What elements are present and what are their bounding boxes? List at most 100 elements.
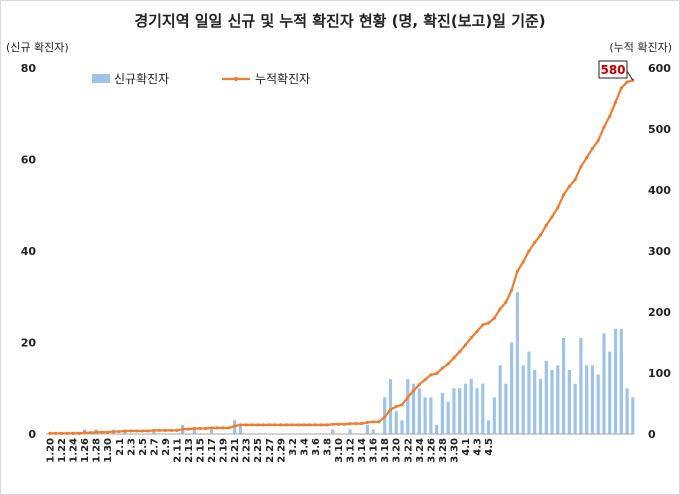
bar-new-cases	[481, 383, 485, 434]
bar-new-cases	[238, 424, 243, 434]
point-cumulative	[342, 422, 346, 426]
x-tick-label: 3.2	[288, 438, 299, 456]
point-cumulative	[273, 423, 277, 427]
point-cumulative	[186, 427, 191, 431]
point-cumulative	[336, 422, 341, 426]
point-cumulative	[458, 350, 462, 354]
bar-new-cases	[400, 420, 404, 434]
bar-new-cases	[406, 379, 410, 434]
point-cumulative	[308, 423, 312, 427]
bar-new-cases	[504, 383, 508, 434]
bar-new-cases	[423, 397, 427, 434]
bar-new-cases	[498, 365, 502, 435]
point-cumulative	[538, 233, 543, 237]
point-cumulative	[267, 423, 271, 427]
point-cumulative	[54, 431, 58, 435]
point-cumulative	[596, 138, 600, 143]
x-tick-label: 3.16	[369, 438, 380, 463]
point-cumulative	[285, 423, 289, 427]
point-cumulative	[48, 431, 52, 435]
point-cumulative	[59, 431, 64, 435]
bar-new-cases	[567, 369, 571, 434]
point-cumulative	[348, 422, 352, 426]
bar-new-cases	[556, 365, 560, 435]
point-cumulative	[77, 431, 81, 435]
bar-new-cases	[625, 388, 629, 434]
point-cumulative	[250, 423, 254, 427]
point-cumulative	[325, 423, 329, 427]
point-cumulative	[111, 429, 116, 434]
point-cumulative	[608, 114, 612, 118]
point-cumulative	[302, 423, 306, 427]
point-cumulative	[469, 336, 473, 340]
point-cumulative	[279, 423, 283, 427]
legend-bar-swatch	[92, 74, 110, 83]
x-tick-label: 3.6	[311, 438, 322, 456]
left-tick-label: 20	[21, 337, 37, 350]
point-cumulative	[163, 428, 168, 432]
point-cumulative	[256, 423, 260, 427]
point-cumulative	[417, 382, 421, 387]
point-cumulative	[388, 408, 393, 412]
bar-new-cases	[463, 383, 468, 434]
x-tick-label: 2.13	[184, 438, 195, 463]
left-tick-label: 0	[28, 428, 36, 441]
x-tick-label: 3.30	[449, 438, 460, 463]
point-cumulative	[619, 86, 623, 90]
point-cumulative	[481, 323, 485, 327]
point-cumulative	[394, 404, 398, 409]
point-cumulative	[233, 424, 237, 428]
point-cumulative	[100, 430, 104, 434]
left-tick-label: 80	[21, 62, 37, 75]
x-tick-label: 1.24	[69, 438, 80, 463]
point-cumulative	[423, 378, 427, 382]
point-cumulative	[527, 249, 531, 253]
point-cumulative	[550, 215, 554, 219]
bar-new-cases	[192, 429, 196, 434]
x-tick-label: 3.4	[299, 438, 310, 456]
x-tick-label: 3.24	[415, 438, 426, 463]
point-cumulative	[152, 428, 156, 432]
point-cumulative	[486, 321, 491, 325]
x-tick-label: 4.5	[484, 438, 495, 456]
point-cumulative	[198, 426, 202, 431]
right-tick-label: 100	[648, 367, 671, 380]
point-cumulative	[602, 125, 606, 129]
point-cumulative	[209, 426, 214, 430]
left-axis-label: (신규 확진자)	[6, 41, 69, 54]
bar-new-cases	[388, 379, 393, 434]
point-cumulative	[365, 420, 369, 425]
point-cumulative	[440, 366, 444, 370]
annotation-last-value: 580	[600, 63, 625, 77]
legend-line-label: 누적확진자	[255, 72, 310, 86]
bar-new-cases	[596, 374, 600, 434]
bar-new-cases	[394, 411, 398, 435]
annotation-leader	[626, 70, 634, 81]
right-tick-label: 600	[648, 62, 671, 75]
x-tick-label: 2.9	[161, 438, 172, 456]
bar-new-cases	[348, 429, 352, 434]
bar-new-cases	[573, 383, 577, 434]
annotation-box	[598, 60, 628, 79]
bar-new-cases	[544, 360, 548, 434]
point-cumulative	[613, 100, 618, 104]
point-cumulative	[383, 415, 387, 419]
point-cumulative	[261, 423, 266, 427]
bar-new-cases	[590, 365, 595, 435]
bar-new-cases	[452, 388, 456, 434]
bar-new-cases	[492, 397, 496, 434]
point-cumulative	[238, 423, 243, 427]
point-cumulative	[504, 300, 508, 304]
chart-title: 경기지역 일일 신규 및 누적 확진자 현황 (명, 확진(보고)일 기준)	[134, 12, 546, 30]
left-tick-label: 60	[21, 154, 37, 167]
point-cumulative	[411, 389, 416, 393]
point-cumulative	[146, 429, 150, 433]
point-cumulative	[360, 422, 364, 426]
x-tick-label: 1.20	[46, 438, 57, 463]
bar-new-cases	[561, 337, 566, 434]
bar-new-cases	[486, 420, 491, 434]
x-tick-label: 4.1	[461, 438, 472, 456]
bar-new-cases	[510, 342, 514, 434]
point-cumulative	[192, 426, 196, 431]
